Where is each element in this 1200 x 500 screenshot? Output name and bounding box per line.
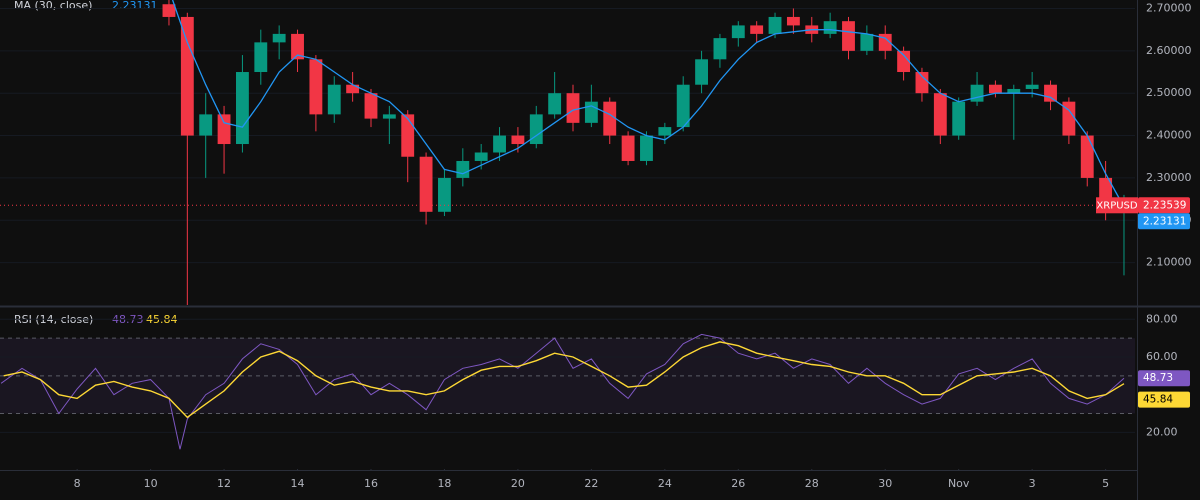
x-tick-label: 18 [437,477,451,490]
candle-body [180,16,194,136]
last-value-tag [1138,370,1190,387]
last-value-label: 2.23131 [1143,215,1186,227]
candle-body [676,84,690,128]
candle-body [217,114,231,145]
x-tick-label: 22 [584,477,598,490]
candle-body [768,16,782,34]
candle-body [529,114,543,145]
candle-body [988,84,1002,94]
y-tick-label: 2.60000 [1146,44,1192,57]
x-tick-label: 12 [217,477,231,490]
candle-body [640,135,653,161]
candle-body [474,152,488,161]
candle-body [493,135,506,153]
candle-body [823,21,837,34]
last-value-label: 48.73 [1143,372,1173,384]
x-tick-label: 5 [1102,477,1109,490]
candle-body [584,101,598,123]
x-tick-label: 16 [364,477,378,490]
last-value-label: 45.84 [1143,394,1173,406]
candle-body [786,16,800,26]
candle-body [309,59,323,115]
candle-body [970,84,984,102]
overlay-legend-value: 2.23131 [112,0,158,12]
candle-body [346,84,360,94]
candle-body [199,114,213,136]
candle-body [952,101,966,136]
candle-body [401,114,415,157]
candle-body [382,114,396,119]
candle-body [548,93,562,115]
y-tick-label: 60.00 [1146,350,1178,363]
x-tick-label: Nov [948,477,970,490]
x-tick-label: 14 [291,477,305,490]
y-tick-label: 2.10000 [1146,256,1192,269]
symbol-tag [1096,197,1138,214]
candle-body [419,156,433,212]
candle-body [695,59,708,85]
candle-body [1007,88,1021,94]
candle-body [842,21,855,51]
candle-body [1025,84,1039,89]
x-tick-label: 24 [658,477,672,490]
candle-body [621,135,635,161]
moving-average-line [171,0,1125,208]
symbol-label: XRPUSD [1096,200,1137,211]
candle-body [1062,101,1076,136]
candle-body [291,33,304,60]
last-value-tag [1138,197,1190,214]
x-tick-label: 10 [144,477,158,490]
x-tick-label: 8 [74,477,81,490]
candle-body [897,50,911,73]
candle-body [915,72,929,94]
last-value-label: 2.23539 [1143,199,1186,211]
candle-body [272,33,286,43]
candle-body [658,127,672,136]
candle-body [731,25,745,39]
candle-body [456,160,470,178]
x-tick-label: 20 [511,477,525,490]
axes: 2.100002.200002.300002.400002.500002.600… [74,1,1192,490]
x-tick-label: 3 [1029,477,1036,490]
y-tick-label: 2.30000 [1146,171,1192,184]
candle-body [1080,135,1094,178]
candle-body [566,93,580,123]
x-tick-label: 28 [805,477,819,490]
y-tick-label: 2.70000 [1146,1,1192,14]
candle-body [860,33,874,51]
rsi-line [3,341,1125,419]
rsi-pane [0,318,1135,470]
candle-body [713,38,727,60]
candle-body [933,93,947,136]
candle-body [603,101,617,136]
y-tick-label: 20.00 [1146,425,1178,438]
y-tick-label: 2.40000 [1146,129,1192,142]
candle-body [327,84,341,115]
candle-body [438,177,451,212]
candle-body [364,93,378,119]
candle-body [878,33,892,51]
candle-body [162,4,176,17]
y-tick-label: 80.00 [1146,312,1178,325]
x-tick-label: 30 [878,477,892,490]
x-tick-label: 26 [731,477,745,490]
candle-body [750,25,764,34]
candle-body [1044,84,1057,102]
last-value-tag [1138,213,1190,230]
last-value-tag [1138,391,1190,408]
candle-body [235,72,249,145]
overlay-legend-name: MA (30, close) [14,0,92,12]
rsi-line [0,333,1125,450]
candle-body [511,135,525,145]
candle-body [254,42,268,73]
y-tick-label: 2.50000 [1146,86,1192,99]
